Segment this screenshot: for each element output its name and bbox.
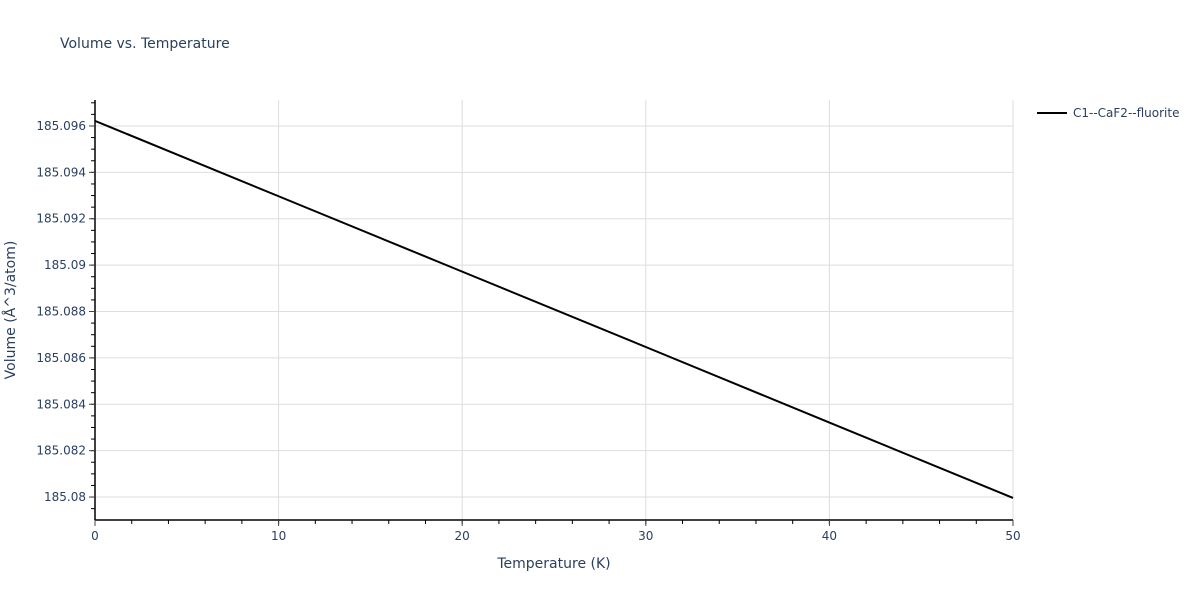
x-tick-label: 20 — [455, 529, 470, 543]
y-tick-label: 185.096 — [36, 119, 86, 133]
y-tick-label: 185.086 — [36, 351, 86, 365]
y-tick-label: 185.094 — [36, 165, 86, 179]
y-tick-label: 185.088 — [36, 305, 86, 319]
y-tick-label: 185.09 — [44, 258, 86, 272]
x-tick-label: 50 — [1005, 529, 1020, 543]
y-tick-label: 185.082 — [36, 444, 86, 458]
y-tick-label: 185.092 — [36, 212, 86, 226]
x-tick-label: 40 — [822, 529, 837, 543]
y-tick-label: 185.084 — [36, 397, 86, 411]
x-axis-title: Temperature (K) — [496, 556, 610, 572]
chart-title: Volume vs. Temperature — [60, 36, 230, 52]
x-tick-label: 30 — [638, 529, 653, 543]
y-axis-title: Volume (Å^3/atom) — [2, 241, 19, 380]
x-tick-label: 0 — [91, 529, 99, 543]
legend-line-icon — [1037, 112, 1067, 114]
legend-label: C1--CaF2--fluorite — [1073, 106, 1180, 120]
legend-item[interactable]: C1--CaF2--fluorite — [1037, 106, 1179, 120]
data-line-series[interactable] — [94, 119, 1014, 499]
x-tick-label: 10 — [271, 529, 286, 543]
y-tick-label: 185.08 — [44, 490, 86, 504]
